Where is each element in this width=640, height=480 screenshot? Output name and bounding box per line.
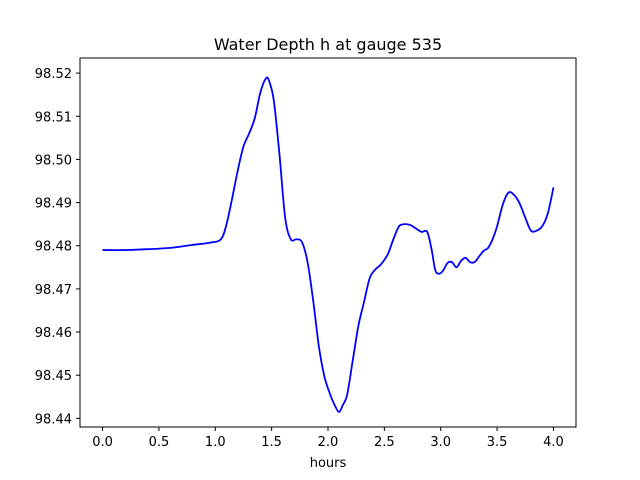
y-tick-label: 98.49 — [35, 197, 72, 212]
y-tick-label: 98.48 — [35, 240, 72, 255]
x-tick-label: 0.0 — [92, 435, 113, 450]
x-axis: 0.0 0.5 1.0 1.5 2.0 2.5 3.0 3.5 4.0 — [92, 427, 564, 450]
x-tick-label: 3.5 — [487, 435, 508, 450]
plot-frame — [79, 57, 577, 428]
x-tick-label: 1.5 — [261, 435, 282, 450]
plot-area — [102, 76, 555, 413]
x-tick-label: 0.5 — [149, 435, 170, 450]
y-axis: 98.44 98.45 98.46 98.47 98.48 98.49 98.50 98.51… — [35, 67, 80, 427]
y-tick-label: 98.45 — [35, 369, 72, 384]
y-tick-label: 98.51 — [35, 110, 72, 125]
y-tick-label: 98.47 — [35, 283, 72, 298]
x-tick-label: 4.0 — [543, 435, 564, 450]
y-tick-label: 98.46 — [35, 326, 72, 341]
series-line — [102, 76, 555, 413]
x-tick-label: 2.0 — [318, 435, 339, 450]
y-tick-label: 98.52 — [35, 67, 72, 82]
x-tick-label: 3.0 — [430, 435, 451, 450]
y-tick-label: 98.50 — [35, 153, 72, 168]
y-tick-label: 98.44 — [35, 412, 72, 427]
x-tick-label: 1.0 — [205, 435, 226, 450]
x-tick-label: 2.5 — [374, 435, 395, 450]
x-axis-label: hours — [310, 456, 347, 471]
chart-title: Water Depth h at gauge 535 — [214, 35, 442, 54]
